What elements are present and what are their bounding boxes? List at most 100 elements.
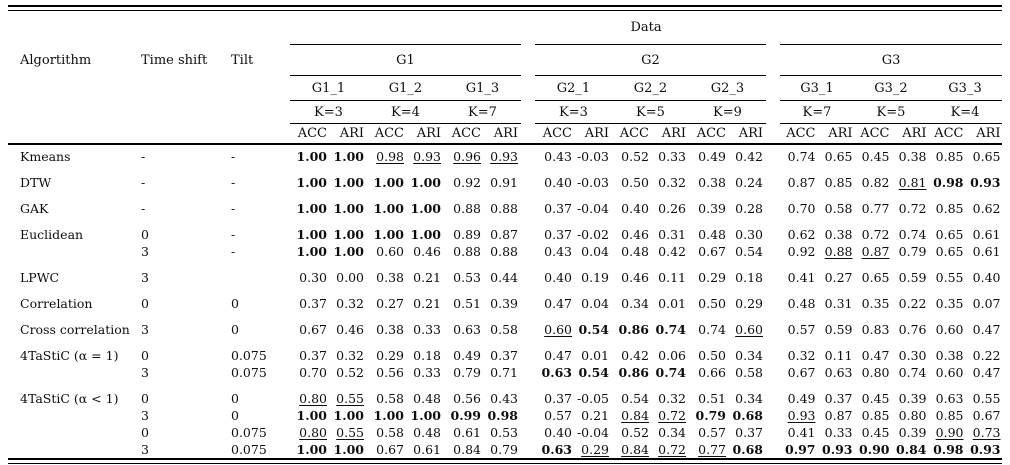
header-spacer bbox=[8, 11, 290, 45]
acc-ari-cell: 0.46 0.11 bbox=[612, 260, 689, 286]
acc-value: 0.92 bbox=[453, 175, 481, 190]
acc-ari-cell: 0.37 -0.02 bbox=[535, 217, 612, 243]
group-gap bbox=[766, 165, 780, 191]
algorithm-cell: Euclidean bbox=[20, 227, 84, 242]
acc-ari-cell: 0.96 0.93 bbox=[444, 144, 521, 165]
table-row: 4TaStiC (α = 1) 0 0.075 0.37 0.32 0.29 0.18 0.4… bbox=[8, 338, 1002, 364]
acc-value: 0.72 bbox=[861, 227, 890, 242]
acc-ari-cell: 0.48 0.30 bbox=[689, 217, 766, 243]
algorithm-cell: GAK bbox=[20, 201, 49, 216]
group-gap bbox=[766, 217, 780, 243]
acc-ari-cell: 0.86 0.74 bbox=[612, 364, 689, 381]
tilt-cell: 0 bbox=[231, 322, 239, 337]
acc-value: 1.00 bbox=[296, 175, 327, 190]
acc-ari-cell: 0.53 0.44 bbox=[444, 260, 521, 286]
algorithm-cell: 4TaStiC (α = 1) bbox=[20, 348, 119, 363]
acc-ari-cell: 0.93 0.87 bbox=[780, 407, 854, 424]
acc-ari-cell: 0.80 0.55 bbox=[290, 424, 367, 441]
acc-value: 0.67 bbox=[787, 365, 816, 380]
acc-ari-cell: 0.98 0.93 bbox=[928, 441, 1002, 458]
acc-ari-cell: 0.87 0.79 bbox=[854, 243, 928, 260]
k-header-g1-1: K=3 bbox=[290, 100, 367, 124]
acc-ari-cell: 0.83 0.76 bbox=[854, 312, 928, 338]
acc-ari-cell: 0.85 0.80 bbox=[854, 407, 928, 424]
k-header-g1-3: K=7 bbox=[444, 100, 521, 124]
acc-value: 0.84 bbox=[453, 442, 481, 457]
acc-ari-cell: 0.46 0.31 bbox=[612, 217, 689, 243]
k-header-g3-1: K=7 bbox=[780, 100, 854, 124]
ari-value: 1.00 bbox=[333, 149, 364, 164]
acc-value: 0.79 bbox=[695, 408, 726, 423]
group-gap bbox=[521, 123, 535, 145]
ari-value: 0.73 bbox=[972, 425, 1001, 440]
group-gap bbox=[766, 312, 780, 338]
time-shift-cell: 0 bbox=[141, 348, 149, 363]
k-header-g1-2: K=4 bbox=[367, 100, 444, 124]
acc-ari-cell: 0.79 0.71 bbox=[444, 364, 521, 381]
ari-value: 1.00 bbox=[333, 442, 364, 457]
ari-value: 0.34 bbox=[735, 348, 763, 363]
group-header-g2: G2 bbox=[535, 44, 766, 76]
acc-value: 0.38 bbox=[935, 348, 964, 363]
acc-ari-cell: 0.35 0.07 bbox=[928, 286, 1002, 312]
table-row: LPWC 3 0.30 0.00 0.38 0.21 0.53 0.44 0.40 0.19 0.4… bbox=[8, 260, 1002, 286]
acc-ari-cell: 0.49 0.37 bbox=[780, 381, 854, 407]
acc-value: 0.60 bbox=[935, 365, 964, 380]
group-header-g1: G1 bbox=[290, 44, 521, 76]
ari-value: 1.00 bbox=[333, 244, 364, 259]
algorithm-cell bbox=[8, 364, 134, 381]
acc-value: 0.80 bbox=[299, 391, 327, 406]
acc-value: 0.85 bbox=[935, 149, 964, 164]
ari-value: 0.30 bbox=[898, 348, 927, 363]
algorithm-cell: 4TaStiC (α < 1) bbox=[20, 391, 119, 406]
acc-ari-cell: 0.85 0.67 bbox=[928, 407, 1002, 424]
ari-value: 0.33 bbox=[413, 365, 441, 380]
metric-header-cell: ACC ARI bbox=[612, 123, 689, 145]
acc-value: 1.00 bbox=[296, 201, 327, 216]
acc-value: 0.74 bbox=[698, 322, 726, 337]
acc-ari-cell: 0.65 0.59 bbox=[854, 260, 928, 286]
tilt-cell: - bbox=[231, 175, 236, 190]
algorithm-cell bbox=[8, 243, 134, 260]
subcol-header-g1-2: G1_2 bbox=[367, 75, 444, 101]
ari-value: 0.01 bbox=[581, 348, 609, 363]
acc-ari-cell: 0.61 0.53 bbox=[444, 424, 521, 441]
algorithm-cell: LPWC bbox=[20, 270, 60, 285]
column-header-tilt: Tilt bbox=[231, 52, 254, 68]
ari-value: 0.55 bbox=[336, 425, 364, 440]
acc-ari-cell: 0.40 0.26 bbox=[612, 191, 689, 217]
acc-ari-cell: 0.98 0.93 bbox=[367, 144, 444, 165]
table-top-rule bbox=[8, 5, 1002, 11]
table-row: Euclidean 0 - 1.00 1.00 1.00 1.00 0.89 0.87 0.37-… bbox=[8, 217, 1002, 243]
ari-value: 0.47 bbox=[972, 365, 1001, 380]
table-row: Kmeans - - 1.00 1.00 0.98 0.93 0.96 0.93 0.43 -0.0… bbox=[8, 144, 1002, 165]
ari-value: 0.31 bbox=[658, 227, 686, 242]
acc-ari-cell: 0.29 0.18 bbox=[367, 338, 444, 364]
group-gap bbox=[766, 381, 780, 407]
acc-ari-cell: 0.38 0.21 bbox=[367, 260, 444, 286]
ari-header: ARI bbox=[339, 126, 364, 141]
acc-value: 0.45 bbox=[861, 391, 890, 406]
acc-value: 0.97 bbox=[785, 442, 816, 457]
ari-value: 0.21 bbox=[581, 408, 609, 423]
ari-value: 0.63 bbox=[824, 365, 853, 380]
ari-value: 0.38 bbox=[824, 227, 853, 242]
acc-value: 0.40 bbox=[544, 175, 572, 190]
acc-value: 1.00 bbox=[373, 408, 404, 423]
ari-value: 0.52 bbox=[336, 365, 364, 380]
acc-header: ACC bbox=[451, 126, 481, 141]
acc-ari-cell: 0.52 0.34 bbox=[612, 424, 689, 441]
acc-value: 0.56 bbox=[376, 365, 404, 380]
group-gap bbox=[766, 76, 780, 101]
ari-value: 0.58 bbox=[735, 365, 763, 380]
k-header-g3-3: K=4 bbox=[928, 100, 1003, 124]
acc-value: 1.00 bbox=[296, 227, 327, 242]
acc-ari-cell: 0.52 0.33 bbox=[612, 144, 689, 165]
ari-value: 0.88 bbox=[490, 244, 518, 259]
time-shift-cell: 3 bbox=[141, 322, 149, 337]
acc-ari-cell: 1.00 1.00 bbox=[367, 165, 444, 191]
tilt-cell: - bbox=[231, 227, 236, 242]
acc-ari-cell: 0.70 0.58 bbox=[780, 191, 854, 217]
time-shift-cell: 0 bbox=[141, 391, 149, 406]
group-header-g3: G3 bbox=[780, 44, 1003, 76]
